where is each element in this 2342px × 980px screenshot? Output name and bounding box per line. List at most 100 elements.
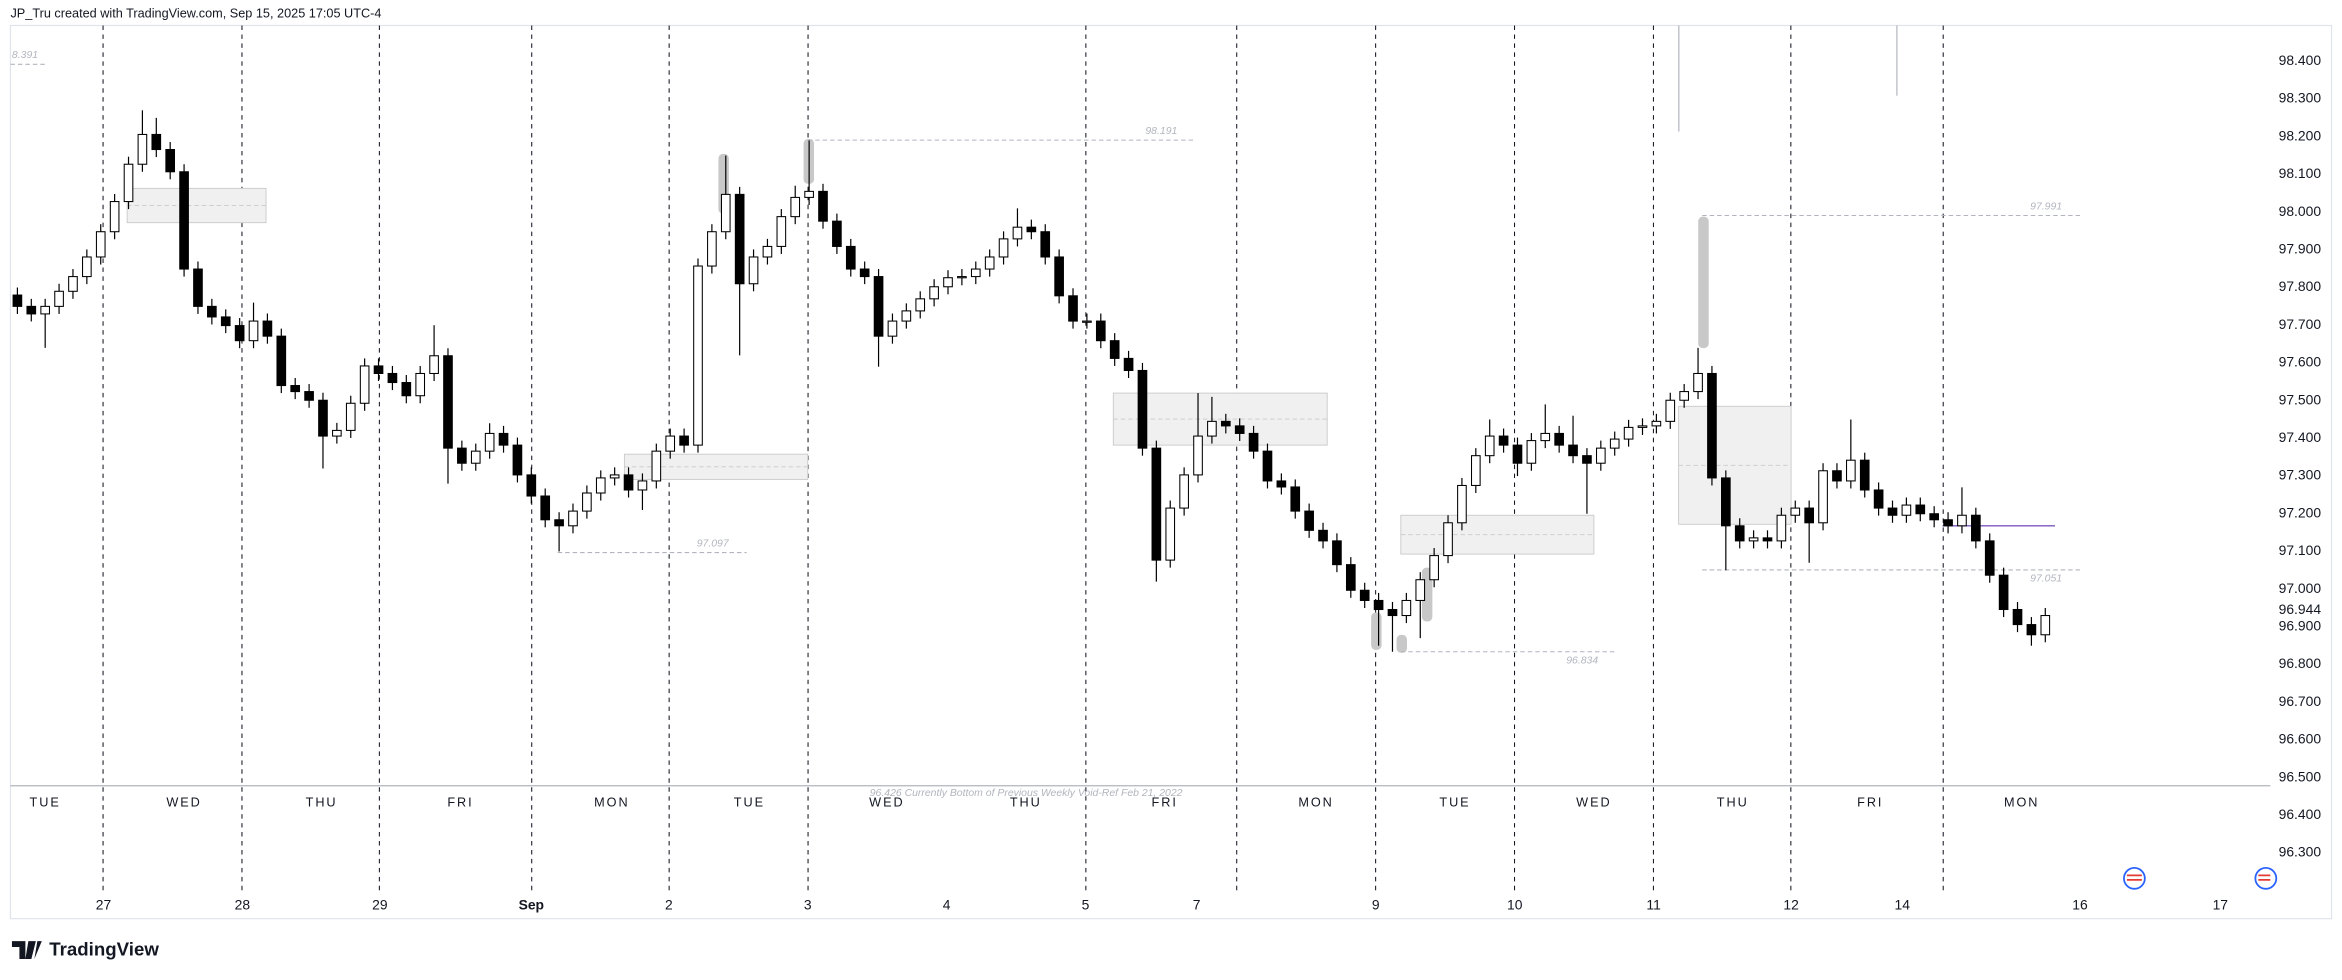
candle-body [165, 149, 176, 173]
candle-body [1318, 529, 1328, 542]
candle-body [359, 365, 370, 404]
day-label: TUE [30, 795, 61, 809]
candle-body [26, 305, 37, 315]
candle-body [859, 268, 870, 278]
day-label: WED [869, 795, 904, 809]
day-label: THU [306, 795, 338, 809]
candle-body [1123, 357, 1134, 371]
chart-frame [9, 24, 2333, 920]
y-tick-label: 98.100 [2279, 165, 2322, 181]
x-tick-label: 14 [1895, 897, 1911, 913]
x-tick-label: 5 [1082, 897, 1090, 913]
candle-body [1304, 510, 1314, 531]
y-tick-label: 97.000 [2279, 580, 2322, 596]
candle-body [207, 305, 217, 318]
candle-body [137, 133, 148, 165]
candle-body [276, 335, 287, 387]
clipped-level-label: 8.391 [12, 50, 38, 61]
y-tick-label: 98.400 [2279, 52, 2322, 68]
brand: TradingView [49, 939, 159, 960]
candle-body [1484, 435, 1495, 457]
candle-body [818, 190, 828, 222]
candle-body [540, 495, 551, 521]
candle-body [1846, 459, 1856, 482]
candle-body [345, 402, 356, 431]
candle-body [2012, 608, 2023, 626]
x-tick-label: 17 [2213, 897, 2229, 913]
candle-body [123, 163, 134, 203]
candle-body [665, 435, 676, 452]
y-tick-label: 96.500 [2279, 768, 2322, 784]
candle-body [1707, 372, 1717, 479]
day-label: FRI [447, 795, 473, 809]
candle-body [1582, 455, 1592, 464]
candle-body [1734, 525, 1745, 542]
candle-body [1082, 320, 1092, 323]
y-tick-label: 97.400 [2279, 429, 2322, 445]
event-flag[interactable] [2123, 866, 2146, 890]
candle-body [1721, 477, 1731, 527]
candle-body [1554, 432, 1564, 446]
candle-body [1193, 435, 1203, 476]
candle-body [95, 231, 106, 258]
brand-logo [11, 941, 42, 959]
candle-body [1137, 369, 1148, 449]
x-tick-label: 2 [665, 897, 673, 913]
x-tick-label: 7 [1193, 897, 1201, 913]
x-tick-label: 12 [1783, 897, 1799, 913]
level-label: 98.191 [1145, 126, 1177, 137]
candle-body [1359, 589, 1370, 601]
candle-body [1387, 608, 1398, 617]
candle-body [832, 220, 842, 247]
level-label: 97.097 [697, 538, 730, 549]
candle-body [957, 276, 967, 279]
candle-body [54, 290, 64, 307]
candle-body [1971, 514, 1981, 542]
candle-body [998, 238, 1009, 258]
candle-body [1165, 507, 1176, 561]
day-label: FRI [1857, 795, 1883, 809]
candle-body [526, 474, 537, 497]
candle-body [1957, 514, 1967, 527]
candle-body [1651, 420, 1662, 427]
day-label: MON [1298, 795, 1333, 809]
y-tick-label: 98.000 [2279, 203, 2322, 219]
candle-body [1665, 399, 1676, 422]
candle-body [1220, 420, 1231, 427]
x-tick-label: 16 [2072, 897, 2088, 913]
candle-body [1693, 372, 1703, 393]
day-label: TUE [1439, 795, 1470, 809]
day-label: WED [166, 795, 201, 809]
event-flag[interactable] [2254, 866, 2278, 890]
candle-body [582, 492, 592, 512]
candle-body [234, 325, 245, 342]
candle-body [1470, 455, 1481, 486]
candle-body [248, 320, 259, 342]
candle-body [1109, 340, 1120, 359]
level-label: 97.991 [2030, 201, 2062, 212]
candle-body [304, 391, 314, 401]
candle-body [1054, 256, 1064, 297]
x-tick-label: 3 [804, 897, 812, 913]
candle-body [1887, 507, 1898, 516]
candle-body [1595, 447, 1606, 464]
candle-body [1832, 470, 1842, 482]
candle-body [1179, 474, 1189, 509]
candle-body [1873, 489, 1884, 509]
candle-body [707, 231, 717, 267]
y-tick-label: 97.100 [2279, 542, 2322, 558]
event-flag-stripes [2126, 874, 2142, 881]
candle-body [484, 432, 495, 452]
candle-body [1609, 438, 1620, 449]
candle-body [887, 320, 898, 337]
candle-body [1429, 555, 1439, 581]
candle-body [443, 355, 453, 449]
candle-body [1679, 391, 1689, 401]
candle-body [1262, 450, 1273, 482]
candle-body [1234, 425, 1245, 434]
candle-body [595, 477, 606, 494]
y-tick-label: 97.900 [2279, 240, 2322, 256]
candle-body [1415, 579, 1426, 601]
x-tick-label: 10 [1507, 897, 1523, 913]
candle-body [1276, 480, 1287, 488]
